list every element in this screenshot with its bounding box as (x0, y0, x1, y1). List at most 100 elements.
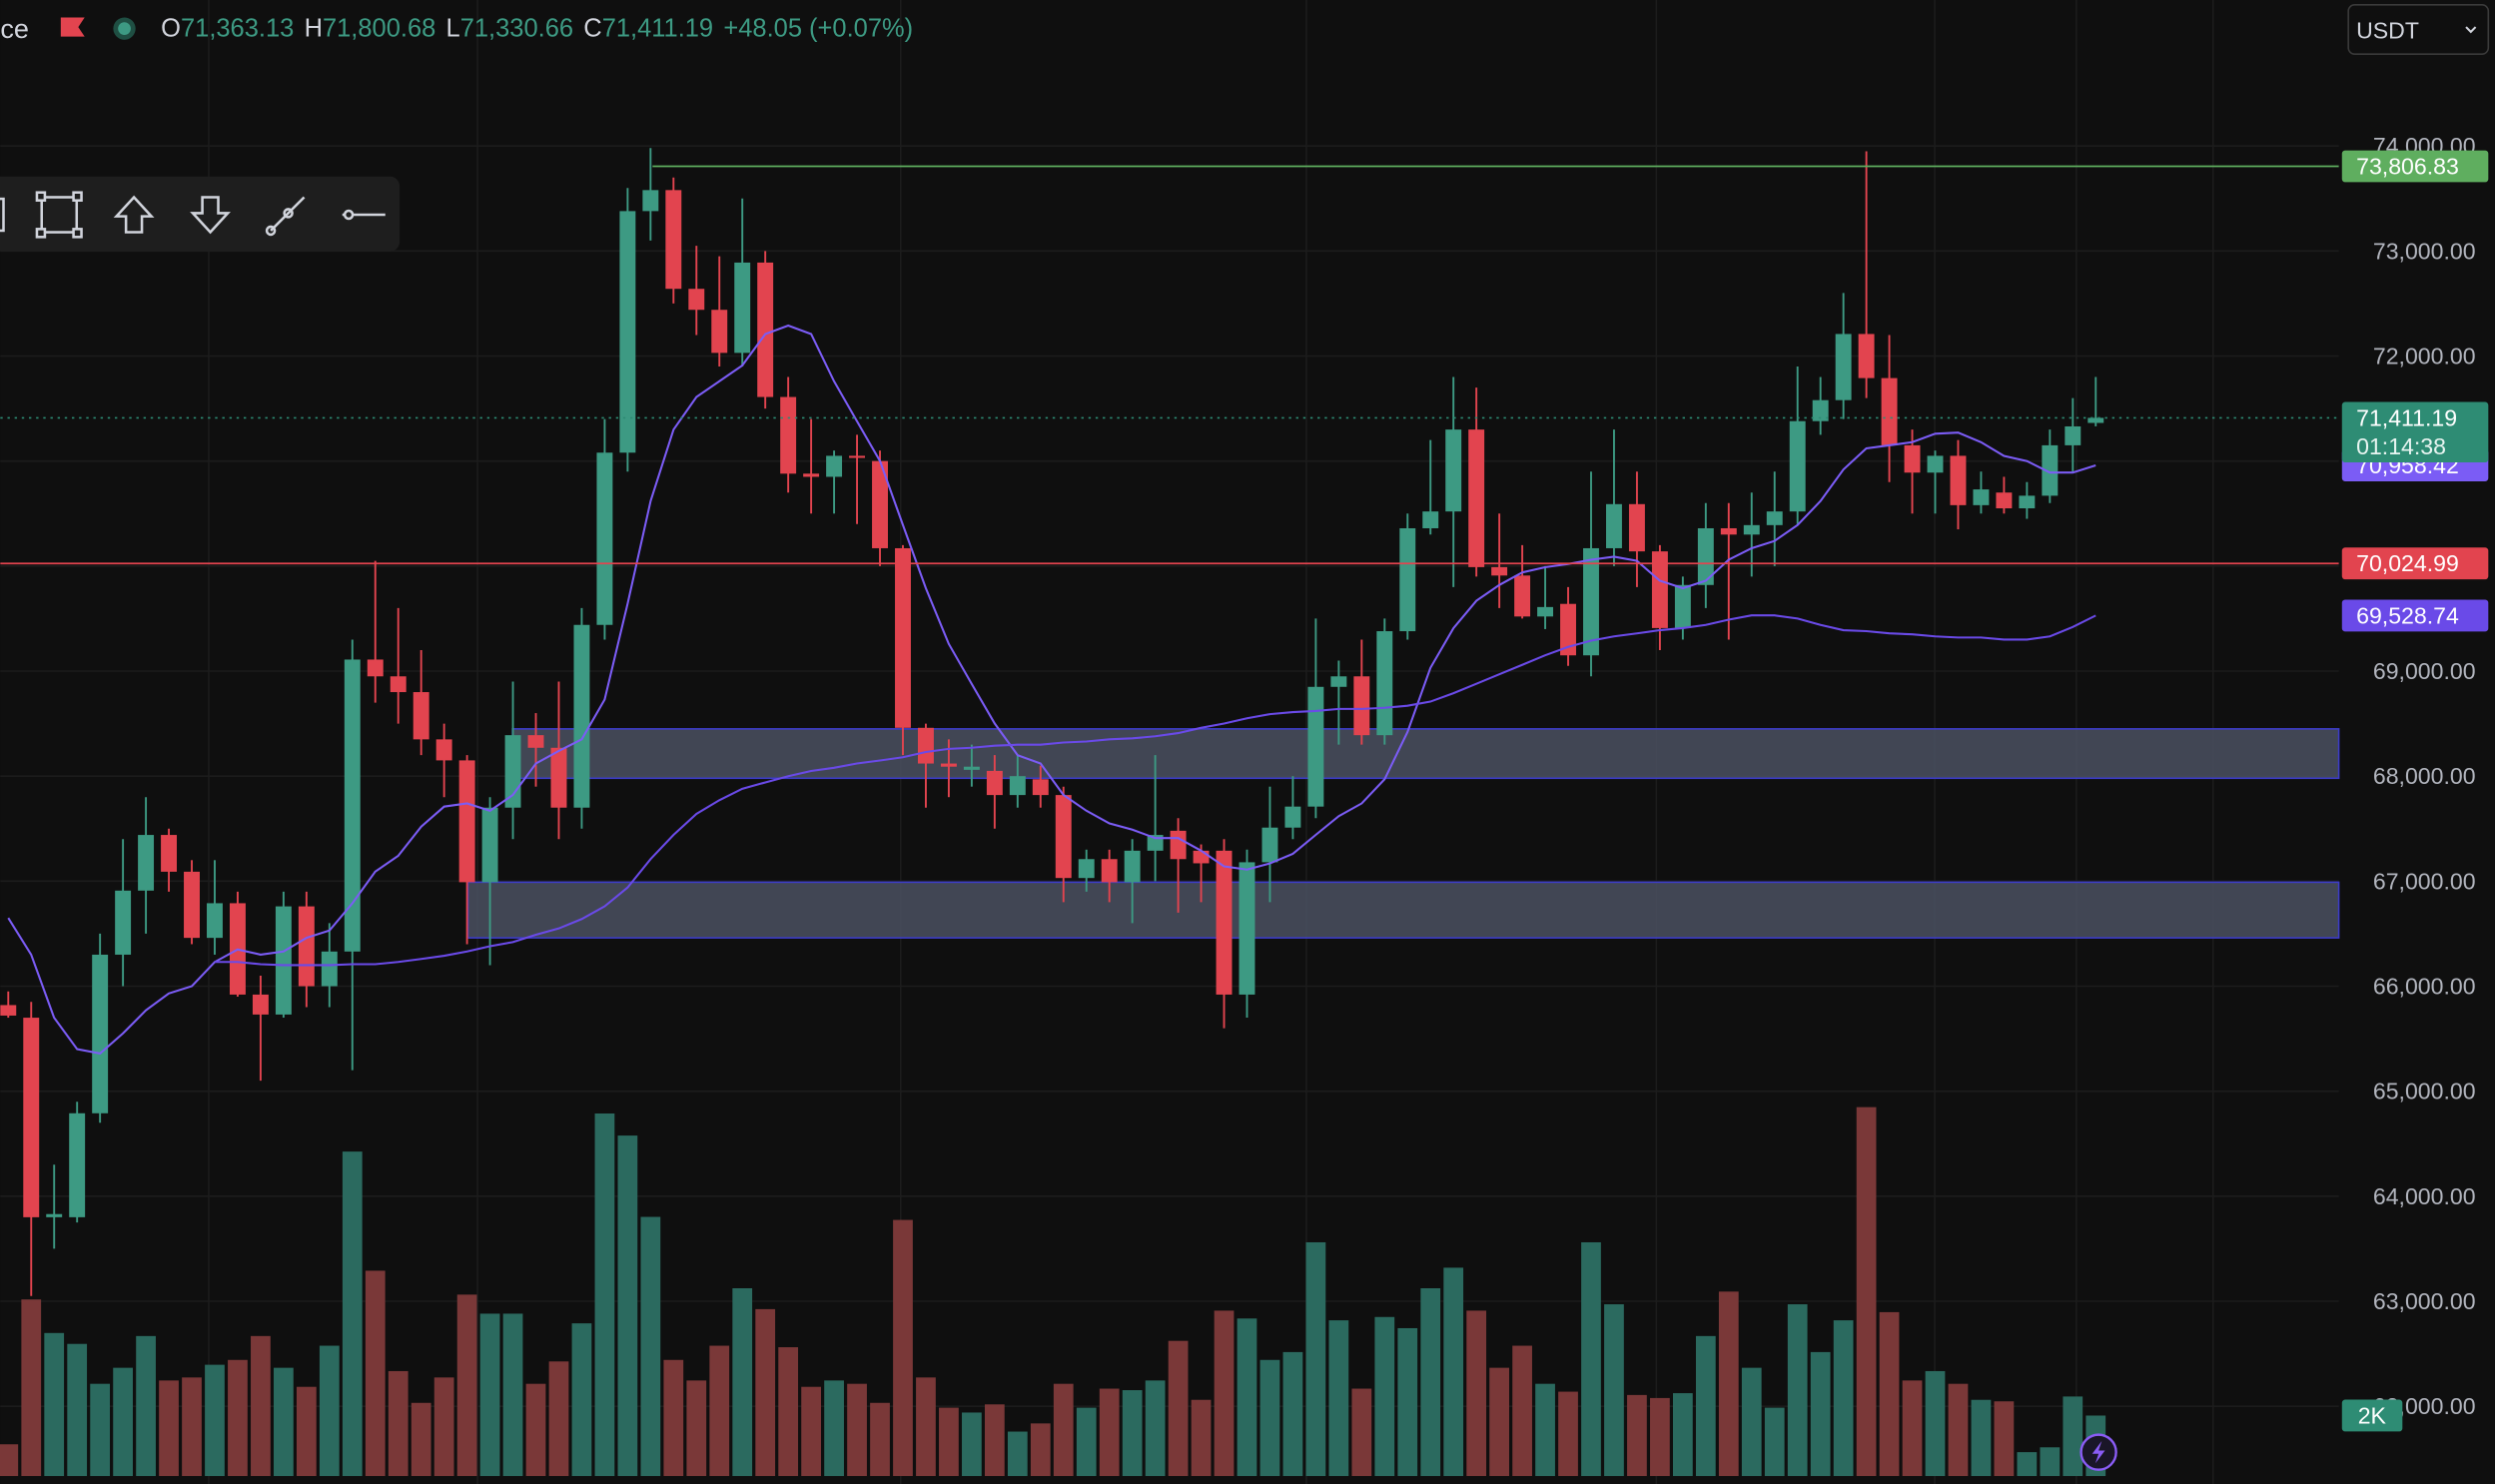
volume-bar (548, 1361, 569, 1477)
volume-bar (433, 1377, 454, 1477)
volume-bar (1695, 1335, 1716, 1477)
volume-bar (594, 1113, 615, 1477)
candle-body (895, 547, 911, 728)
candle-body (1720, 527, 1737, 535)
volume-badge (2341, 1399, 2403, 1432)
volume-bar (1535, 1383, 1555, 1477)
volume-bar (1627, 1394, 1647, 1477)
candle-body (1170, 830, 1187, 860)
candle-body (1009, 776, 1026, 796)
volume-bar (205, 1364, 225, 1477)
candle-body (1628, 503, 1645, 552)
volume-bar (319, 1345, 340, 1477)
tool-horizontal-line[interactable] (342, 209, 386, 221)
candle-body (849, 455, 866, 458)
volume-bar (617, 1135, 638, 1477)
y-tick-label: 67,000.00 (2373, 868, 2476, 894)
candle-body (1101, 859, 1118, 883)
volume-bar (2017, 1452, 2038, 1477)
volume-bar (274, 1367, 294, 1477)
candle-body (367, 659, 384, 677)
currency-label: USDT (2356, 17, 2419, 43)
volume-bar (1443, 1267, 1464, 1477)
candle-body (1583, 547, 1599, 656)
volume-bar (1237, 1318, 1257, 1477)
volume-bar (67, 1343, 88, 1477)
y-tick-label: 68,000.00 (2373, 763, 2476, 789)
candle-body (1330, 676, 1347, 687)
tool-arrow-up[interactable] (113, 195, 155, 234)
candle-body (504, 735, 521, 808)
tool-arrow-down[interactable] (190, 196, 231, 235)
price-line-badge (2341, 150, 2489, 183)
moving-average (215, 614, 2096, 967)
price-line-label: 70,024.99 (2356, 550, 2459, 576)
current-price-label: 71,411.19 (2356, 404, 2457, 430)
volume-bar (1764, 1407, 1785, 1477)
volume-bar (1833, 1320, 1854, 1477)
candle-body (1491, 566, 1508, 576)
candle-body (1881, 377, 1898, 445)
candle-body (1950, 455, 1967, 505)
candle-body (92, 954, 109, 1113)
open-key: O (161, 15, 181, 43)
close-key: C (583, 15, 601, 43)
candle-body (435, 739, 452, 761)
candle-body (1743, 524, 1760, 535)
candle-body (573, 624, 590, 808)
candle-body (1376, 631, 1393, 736)
volume-bar (1374, 1316, 1395, 1477)
candle-body (1353, 676, 1370, 736)
y-tick-label: 72,000.00 (2373, 344, 2476, 370)
candle-body (1078, 859, 1095, 879)
y-tick-label: 63,000.00 (2373, 1288, 2476, 1314)
candle-body (872, 460, 888, 548)
volume-bar (456, 1294, 477, 1477)
volume-bar (1994, 1401, 2015, 1477)
candle-body (1307, 686, 1324, 807)
candle-body (2087, 417, 2104, 423)
high-value: 71,800.68 (323, 15, 435, 43)
volume-bar (1351, 1388, 1372, 1477)
candle-body (1904, 444, 1921, 473)
open-value: 71,363.13 (181, 15, 294, 43)
volume-bar (1191, 1399, 1212, 1477)
candle-body (275, 906, 292, 1015)
volume-bar (525, 1383, 546, 1477)
volume-bar (916, 1377, 936, 1477)
currency-dropdown[interactable] (2347, 3, 2490, 55)
tool-rectangle[interactable] (35, 191, 83, 239)
candle-body (298, 906, 315, 987)
y-tick-label: 69,000.00 (2373, 658, 2476, 684)
candle-body (46, 1213, 63, 1217)
volume-bar (1030, 1423, 1051, 1477)
volume-bar (1122, 1390, 1143, 1477)
volume-bar (479, 1313, 500, 1477)
volume-bar (2040, 1447, 2061, 1477)
candle-body (1973, 489, 1990, 505)
tool-partial[interactable] (0, 197, 5, 233)
candle-body (1468, 429, 1485, 567)
volume-bar (251, 1335, 271, 1477)
tool-trend-line[interactable] (265, 196, 306, 237)
candle-body (1560, 603, 1576, 656)
volume-bar (1650, 1397, 1670, 1477)
price-zone (511, 728, 2340, 780)
candle-body (734, 262, 751, 354)
y-tick-label: 66,000.00 (2373, 974, 2476, 1000)
close-value: 71,411.19 (602, 15, 713, 43)
volume-bar (1007, 1431, 1028, 1477)
volume-label: 2K (2358, 1402, 2387, 1428)
y-tick-label: 64,000.00 (2373, 1183, 2476, 1209)
candle-body (688, 289, 705, 311)
volume-bar (1397, 1327, 1418, 1477)
zone-layer (466, 728, 2340, 939)
candle-body (1927, 455, 1944, 473)
candle-body (184, 871, 200, 939)
toolbar-icons (0, 191, 386, 239)
moving-average (7, 324, 2096, 1055)
volume-bar (228, 1359, 248, 1477)
candle-body (1514, 575, 1531, 617)
volume-bar (136, 1335, 156, 1477)
